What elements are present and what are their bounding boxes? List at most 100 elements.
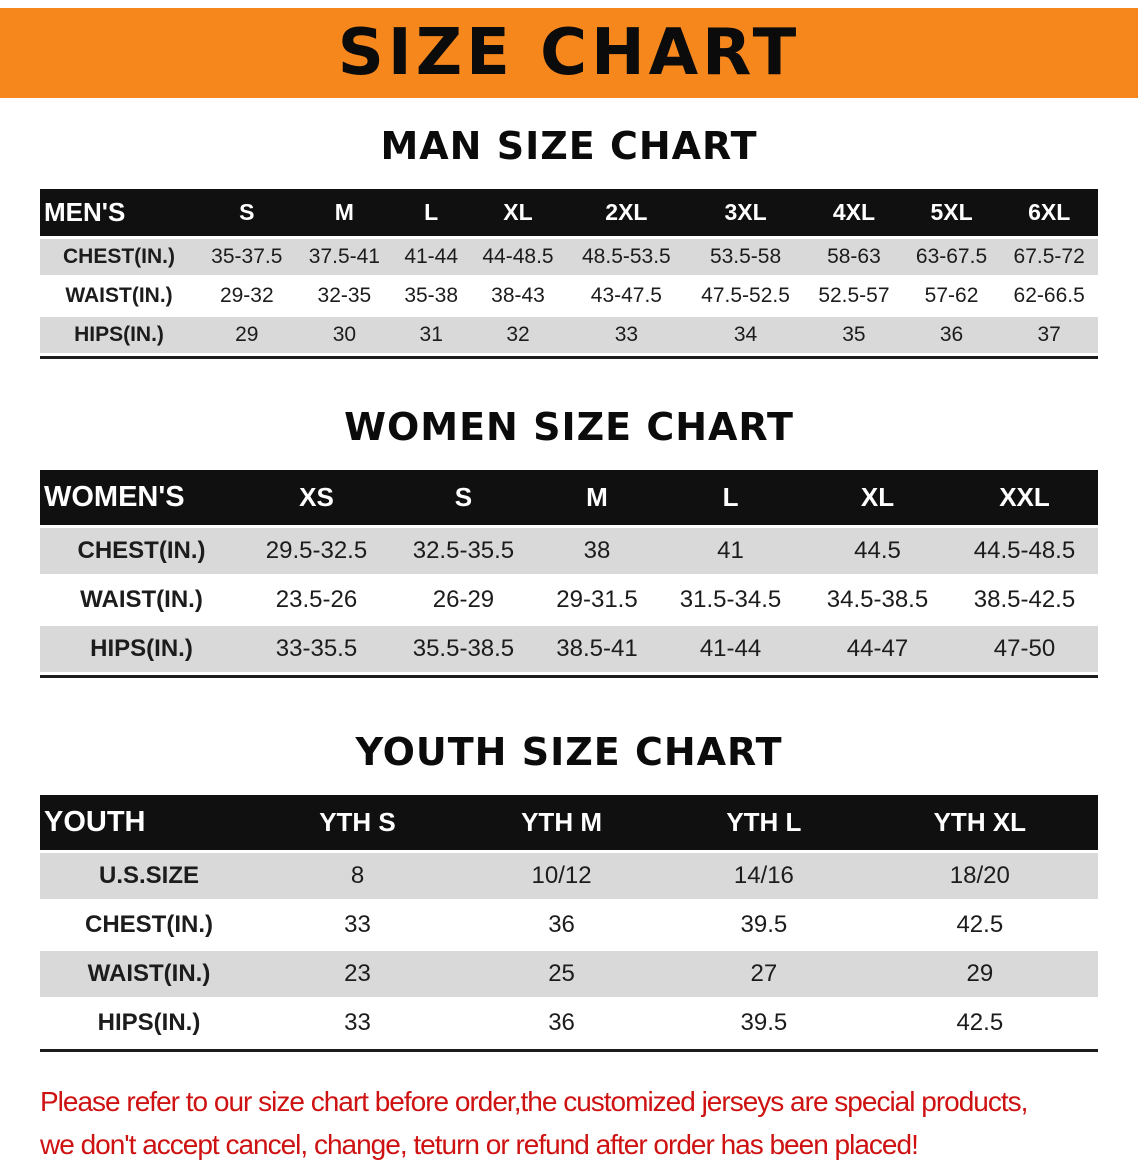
page-title: SIZE CHART: [337, 16, 801, 90]
size-value-cell: 35-37.5: [198, 239, 296, 275]
size-value-cell: 62-66.5: [1000, 278, 1098, 314]
size-value-cell: 29: [198, 317, 296, 353]
size-column-header: YTH L: [666, 795, 862, 850]
size-value-cell: 47-50: [950, 626, 1098, 672]
size-value-cell: 48.5-53.5: [566, 239, 686, 275]
size-value-cell: 10/12: [456, 853, 667, 899]
size-value-cell: 39.5: [666, 1000, 862, 1046]
size-value-cell: 44.5-48.5: [950, 528, 1098, 574]
size-column-header: 4XL: [805, 189, 903, 236]
size-column-header: S: [389, 470, 537, 525]
size-value-cell: 35: [805, 317, 903, 353]
youth-size-table: YOUTH YTH S YTH M YTH L YTH XL U.S.SIZE 8 10/12…: [40, 792, 1098, 1052]
size-column-header: XS: [243, 470, 390, 525]
size-column-header: L: [657, 470, 804, 525]
women-section: WOMEN SIZE CHART WOMEN'S XS S M L XL XXL CHEST(…: [0, 405, 1138, 678]
size-value-cell: 23.5-26: [243, 577, 390, 623]
size-value-cell: 29.5-32.5: [243, 528, 390, 574]
table-header-row: YOUTH YTH S YTH M YTH L YTH XL: [40, 795, 1098, 850]
men-size-table: MEN'S S M L XL 2XL 3XL 4XL 5XL 6XL CHEST(IN.) 35-37…: [40, 186, 1098, 359]
row-label: WAIST(IN.): [40, 577, 243, 623]
size-value-cell: 44-48.5: [469, 239, 567, 275]
row-label: HIPS(IN.): [40, 1000, 258, 1046]
size-value-cell: 27: [666, 951, 862, 997]
table-row: HIPS(IN.) 33-35.5 35.5-38.5 38.5-41 41-44 44-…: [40, 626, 1098, 672]
size-value-cell: 53.5-58: [685, 239, 806, 275]
table-corner-label: MEN'S: [40, 189, 198, 236]
size-value-cell: 35.5-38.5: [389, 626, 537, 672]
size-column-header: L: [393, 189, 470, 236]
banner: SIZE CHART: [0, 8, 1138, 98]
size-value-cell: 41-44: [657, 626, 804, 672]
size-value-cell: 44.5: [804, 528, 951, 574]
table-corner-label: YOUTH: [40, 795, 258, 850]
size-value-cell: 47.5-52.5: [685, 278, 806, 314]
row-label: CHEST(IN.): [40, 902, 258, 948]
size-column-header: M: [295, 189, 394, 236]
size-value-cell: 31.5-34.5: [657, 577, 804, 623]
size-value-cell: 63-67.5: [902, 239, 1001, 275]
size-value-cell: 29-32: [198, 278, 296, 314]
size-value-cell: 33-35.5: [243, 626, 390, 672]
size-value-cell: 67.5-72: [1000, 239, 1098, 275]
size-value-cell: 23: [258, 951, 457, 997]
size-column-header: 6XL: [1000, 189, 1098, 236]
size-value-cell: 33: [258, 1000, 457, 1046]
size-value-cell: 52.5-57: [805, 278, 903, 314]
table-header-row: WOMEN'S XS S M L XL XXL: [40, 470, 1098, 525]
size-value-cell: 58-63: [805, 239, 903, 275]
size-value-cell: 41-44: [393, 239, 470, 275]
table-row: WAIST(IN.) 29-32 32-35 35-38 38-43 43-47.5 47.…: [40, 278, 1098, 314]
size-value-cell: 34: [685, 317, 806, 353]
men-section: MAN SIZE CHART MEN'S S M L XL 2XL 3XL 4XL 5XL 6XL…: [0, 124, 1138, 359]
size-value-cell: 29: [861, 951, 1098, 997]
disclaimer-line-2: we don't accept cancel, change, teturn o…: [40, 1129, 919, 1161]
women-section-heading: WOMEN SIZE CHART: [344, 405, 794, 449]
size-value-cell: 44-47: [804, 626, 951, 672]
table-corner-label: WOMEN'S: [40, 470, 243, 525]
row-label: HIPS(IN.): [40, 317, 198, 353]
size-value-cell: 32: [469, 317, 567, 353]
size-value-cell: 33: [258, 902, 457, 948]
size-value-cell: 8: [258, 853, 457, 899]
size-chart-page: SIZE CHART MAN SIZE CHART MEN'S S M L XL 2XL 3…: [0, 8, 1138, 1160]
size-value-cell: 37: [1000, 317, 1098, 353]
youth-section-heading: YOUTH SIZE CHART: [355, 730, 783, 774]
size-value-cell: 38-43: [469, 278, 567, 314]
table-row: WAIST(IN.) 23 25 27 29: [40, 951, 1098, 997]
size-value-cell: 38: [536, 528, 658, 574]
size-value-cell: 30: [295, 317, 394, 353]
size-value-cell: 57-62: [902, 278, 1001, 314]
table-row: HIPS(IN.) 33 36 39.5 42.5: [40, 1000, 1098, 1046]
size-column-header: 2XL: [566, 189, 686, 236]
size-value-cell: 36: [456, 1000, 667, 1046]
table-row: U.S.SIZE 8 10/12 14/16 18/20: [40, 853, 1098, 899]
size-column-header: S: [198, 189, 296, 236]
men-section-heading: MAN SIZE CHART: [380, 124, 758, 168]
size-value-cell: 32-35: [295, 278, 394, 314]
size-value-cell: 38.5-41: [536, 626, 658, 672]
size-column-header: 5XL: [902, 189, 1001, 236]
table-row: CHEST(IN.) 33 36 39.5 42.5: [40, 902, 1098, 948]
size-value-cell: 43-47.5: [566, 278, 686, 314]
size-value-cell: 42.5: [861, 902, 1098, 948]
row-label: WAIST(IN.): [40, 278, 198, 314]
size-value-cell: 26-29: [389, 577, 537, 623]
size-value-cell: 42.5: [861, 1000, 1098, 1046]
size-value-cell: 18/20: [861, 853, 1098, 899]
size-value-cell: 36: [456, 902, 667, 948]
size-value-cell: 39.5: [666, 902, 862, 948]
disclaimer-line-1: Please refer to our size chart before or…: [40, 1086, 1028, 1117]
size-value-cell: 38.5-42.5: [950, 577, 1098, 623]
youth-section: YOUTH SIZE CHART YOUTH YTH S YTH M YTH L YTH…: [0, 730, 1138, 1052]
size-value-cell: 41: [657, 528, 804, 574]
size-value-cell: 31: [393, 317, 470, 353]
size-value-cell: 34.5-38.5: [804, 577, 951, 623]
row-label: CHEST(IN.): [40, 239, 198, 275]
table-header-row: MEN'S S M L XL 2XL 3XL 4XL 5XL 6XL: [40, 189, 1098, 236]
size-column-header: XXL: [950, 470, 1098, 525]
size-column-header: 3XL: [685, 189, 806, 236]
size-column-header: XL: [469, 189, 567, 236]
table-row: WAIST(IN.) 23.5-26 26-29 29-31.5 31.5-34.5 34…: [40, 577, 1098, 623]
size-value-cell: 32.5-35.5: [389, 528, 537, 574]
